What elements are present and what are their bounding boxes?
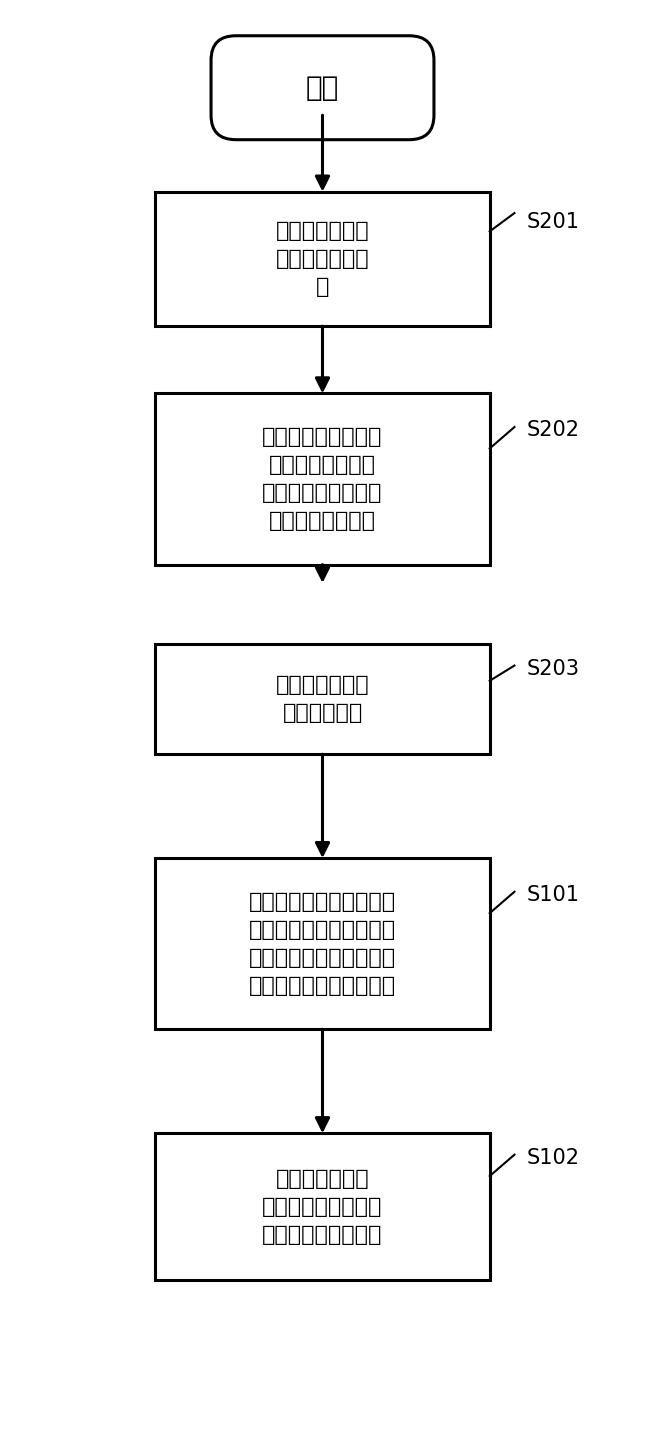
Bar: [155, 393, 490, 564]
Text: 将多个岩心浸入压裂
液中并测量质量，
得到多个岩心的质量
与时间的变化关系: 将多个岩心浸入压裂 液中并测量质量， 得到多个岩心的质量 与时间的变化关系: [263, 428, 382, 531]
Text: S101: S101: [527, 885, 580, 905]
Text: S201: S201: [527, 212, 580, 232]
Text: S202: S202: [527, 420, 580, 441]
Bar: [155, 1134, 490, 1280]
Bar: [155, 858, 490, 1029]
FancyBboxPatch shape: [211, 36, 434, 139]
Text: 通过双重介质模型分别计
算不同渗吸作用指数下双
孔双渗介质储层中的裂缝
的含水饱和度及水相压力: 通过双重介质模型分别计 算不同渗吸作用指数下双 孔双渗介质储层中的裂缝 的含水饱…: [249, 891, 396, 996]
Bar: [155, 192, 490, 326]
Text: 根据裂缝的含水
饱和度及水相压力获
取最优渗吸作用指数: 根据裂缝的含水 饱和度及水相压力获 取最优渗吸作用指数: [263, 1168, 382, 1244]
Text: S102: S102: [527, 1148, 580, 1168]
Text: 计算多个岩心的
渗吸作用指数: 计算多个岩心的 渗吸作用指数: [275, 674, 370, 723]
Bar: [155, 644, 490, 755]
Text: 开始: 开始: [306, 73, 339, 102]
Text: 采集双孔双渗介
质储层的多个岩
心: 采集双孔双渗介 质储层的多个岩 心: [275, 221, 370, 297]
Text: S203: S203: [527, 659, 580, 679]
